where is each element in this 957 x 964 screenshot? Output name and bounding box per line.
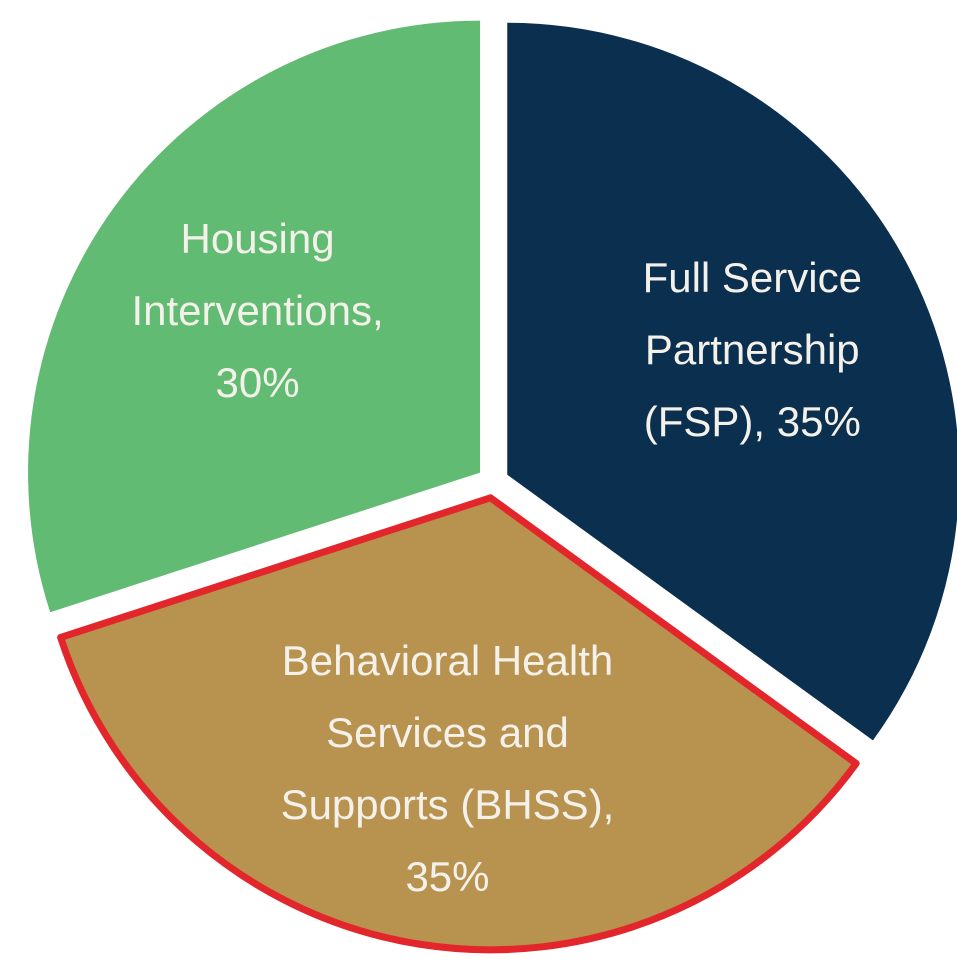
pie-slice [57,494,860,954]
slice-label: Full Service Partnership (FSP), 35% [642,253,862,445]
pie-slice [28,20,481,613]
pie-slice [507,22,957,741]
slice-label: Housing Interventions, 30% [131,214,384,406]
slice-label: Behavioral Health Services and Supports … [280,637,615,901]
